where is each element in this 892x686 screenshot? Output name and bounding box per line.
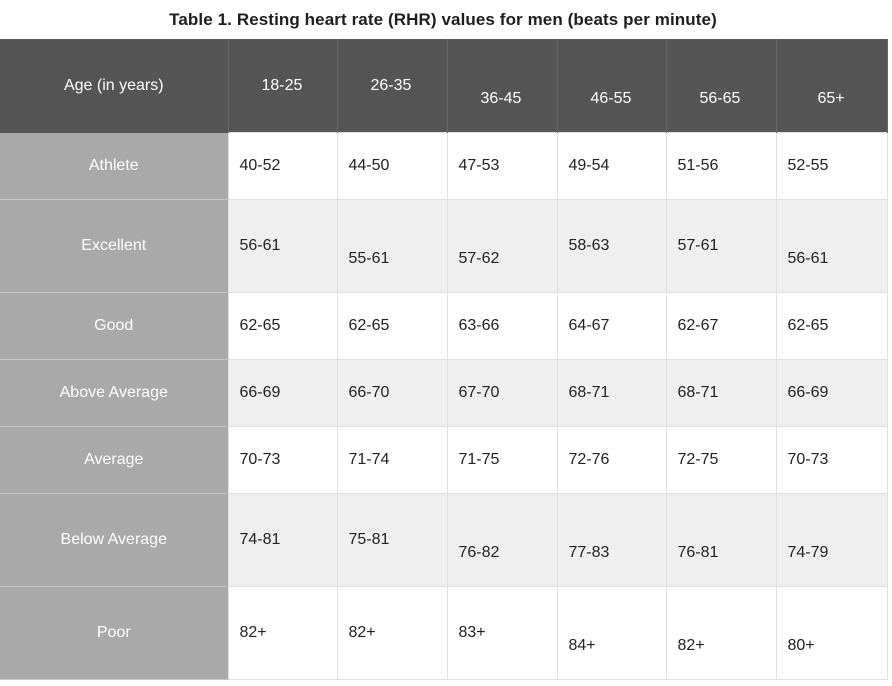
header-age-label: Age (in years): [0, 39, 229, 133]
table-cell: 44-50: [336, 132, 448, 200]
table-cell: 47-53: [446, 132, 558, 200]
header-col-18-25: 18-25: [228, 39, 338, 133]
table-cell: 52-55: [775, 132, 888, 200]
table-cell: 56-61: [227, 199, 338, 293]
table-cell: 82+: [227, 586, 338, 680]
table-cell: 66-70: [336, 359, 448, 427]
table-cell: 72-76: [556, 426, 667, 494]
table-row: Excellent 56-61 55-61 57-62 58-63 57-61 …: [0, 199, 888, 293]
table-cell: 66-69: [227, 359, 338, 427]
header-col-46-55: 46-55: [557, 39, 667, 133]
table-cell: 71-75: [446, 426, 558, 494]
table-cell: 66-69: [775, 359, 888, 427]
table-cell: 74-79: [775, 493, 888, 587]
row-label: Poor: [0, 586, 228, 680]
table-cell: 70-73: [227, 426, 338, 494]
table-cell: 76-81: [665, 493, 777, 587]
header-col-56-65: 56-65: [666, 39, 777, 133]
table-cell: 75-81: [336, 493, 448, 587]
table-row: Athlete 40-52 44-50 47-53 49-54 51-56 52…: [0, 132, 888, 200]
table-cell: 82+: [336, 586, 448, 680]
row-label: Average: [0, 426, 228, 494]
table-cell: 62-67: [665, 292, 777, 360]
table-row: Below Average 74-81 75-81 76-82 77-83 76…: [0, 493, 888, 587]
header-row: Age (in years) 18-25 26-35 36-45 46-55 5…: [0, 39, 888, 133]
table-title: Table 1. Resting heart rate (RHR) values…: [169, 10, 717, 29]
table-cell: 84+: [556, 586, 667, 680]
table-cell: 80+: [775, 586, 888, 680]
table-cell: 55-61: [336, 199, 448, 293]
table-cell: 62-65: [775, 292, 888, 360]
table-row: Good 62-65 62-65 63-66 64-67 62-67 62-65: [0, 292, 888, 360]
header-col-65-plus: 65+: [776, 39, 888, 133]
row-label: Good: [0, 292, 228, 360]
table-cell: 72-75: [665, 426, 777, 494]
table-row: Above Average 66-69 66-70 67-70 68-71 68…: [0, 359, 888, 427]
table-cell: 71-74: [336, 426, 448, 494]
table-cell: 68-71: [556, 359, 667, 427]
header-col-36-45: 36-45: [447, 39, 558, 133]
table-cell: 57-62: [446, 199, 558, 293]
table-cell: 74-81: [227, 493, 338, 587]
heart-rate-table: Age (in years) 18-25 26-35 36-45 46-55 5…: [0, 39, 888, 680]
table-cell: 58-63: [556, 199, 667, 293]
table-cell: 68-71: [665, 359, 777, 427]
table-row: Poor 82+ 82+ 83+ 84+ 82+ 80+: [0, 586, 888, 680]
row-label: Below Average: [0, 493, 228, 587]
table-cell: 83+: [446, 586, 558, 680]
table-cell: 62-65: [336, 292, 448, 360]
row-label: Excellent: [0, 199, 228, 293]
table-cell: 62-65: [227, 292, 338, 360]
table-cell: 49-54: [556, 132, 667, 200]
table-cell: 77-83: [556, 493, 667, 587]
table-cell: 40-52: [227, 132, 338, 200]
table-cell: 82+: [665, 586, 777, 680]
table-cell: 51-56: [665, 132, 777, 200]
table-cell: 67-70: [446, 359, 558, 427]
row-label: Above Average: [0, 359, 228, 427]
table-cell: 64-67: [556, 292, 667, 360]
table-cell: 76-82: [446, 493, 558, 587]
row-label: Athlete: [0, 132, 228, 200]
table-cell: 70-73: [775, 426, 888, 494]
table-cell: 63-66: [446, 292, 558, 360]
table-row: Average 70-73 71-74 71-75 72-76 72-75 70…: [0, 426, 888, 494]
table-cell: 56-61: [775, 199, 888, 293]
header-col-26-35: 26-35: [337, 39, 448, 133]
table-cell: 57-61: [665, 199, 777, 293]
